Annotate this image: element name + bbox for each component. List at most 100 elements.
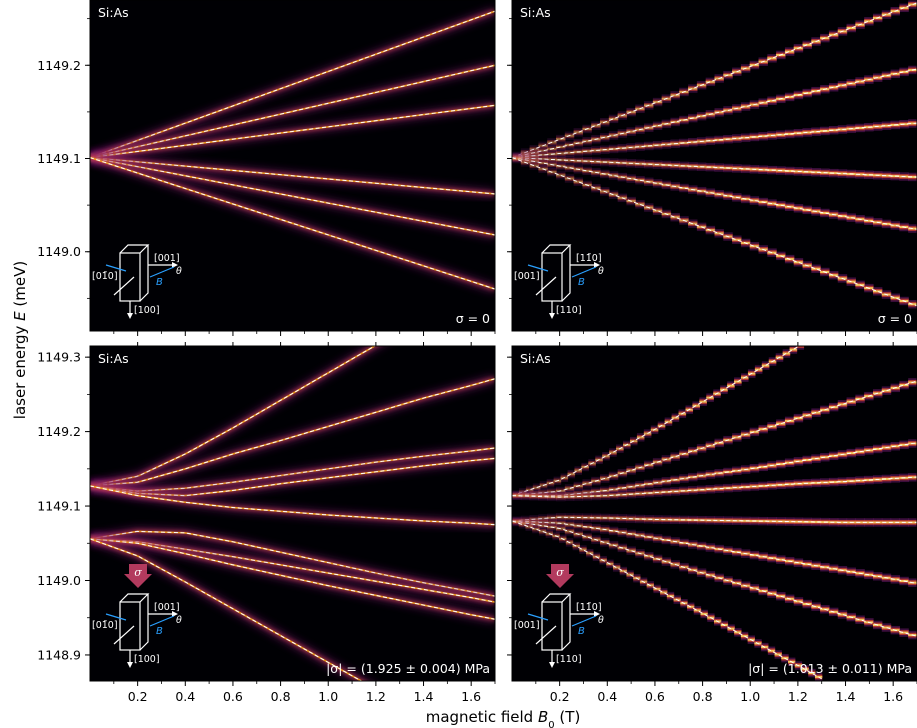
heat-bin-core — [828, 274, 839, 277]
heat-bin-core — [811, 520, 821, 523]
inset-field-symbol: B — [578, 277, 585, 288]
stress-annotation: σ = 0 — [878, 311, 912, 326]
heat-bin-mid — [512, 154, 522, 160]
heat-bin-core — [538, 153, 548, 156]
arrowhead-icon — [549, 313, 555, 319]
heat-bin-outer — [564, 513, 575, 522]
heat-bin-core — [714, 519, 724, 522]
heat-bin-core — [538, 521, 548, 524]
inset-angle-symbol: θ — [176, 266, 182, 277]
heat-bin-outer — [582, 479, 592, 488]
heat-bin-core — [784, 483, 795, 486]
heat-bin-core — [820, 211, 830, 214]
heat-bin-core — [567, 473, 576, 476]
heat-bin-core — [696, 190, 707, 193]
series-6 — [90, 527, 495, 600]
heat-bin-core — [696, 115, 707, 118]
heat-bin-outer — [803, 337, 811, 345]
heat-bin-core — [837, 403, 848, 406]
heat-bin-core — [688, 519, 698, 522]
heat-bin-core — [740, 167, 751, 170]
series-5 — [90, 154, 495, 239]
panel-frame — [511, 0, 917, 332]
heat-bin-outer — [512, 152, 522, 161]
heat-bin-core — [749, 199, 760, 202]
heat-bin-core — [626, 111, 636, 114]
heat-bin-mid — [564, 157, 575, 163]
heat-bin-core — [789, 348, 798, 351]
inset-angle-symbol: θ — [598, 615, 604, 626]
heat-bin-core — [714, 232, 724, 235]
heat-bin-core — [714, 138, 724, 141]
heat-bin-core — [705, 139, 716, 142]
heat-bin-core — [608, 494, 619, 497]
theory-line — [512, 346, 801, 497]
inset-field-symbol: B — [156, 277, 163, 288]
heat-bin-core — [811, 171, 821, 174]
heat-bin-mid — [574, 468, 582, 473]
theory-line — [512, 442, 917, 497]
heat-bin-core — [776, 558, 786, 561]
heat-bin-core — [512, 155, 522, 158]
heat-bin-core — [661, 143, 672, 146]
heat-bin-core — [635, 517, 645, 520]
heat-bin-core — [767, 649, 776, 652]
heat-bin-core — [864, 521, 874, 524]
heat-bin-outer — [532, 483, 541, 492]
heat-bin-core — [635, 162, 645, 165]
series-9 — [90, 535, 369, 681]
heat-bin-core — [626, 469, 636, 472]
heat-bin-mid — [512, 519, 522, 525]
heat-bin-mid — [532, 526, 540, 532]
heat-bin-outer — [591, 121, 601, 130]
heat-bin-core — [644, 463, 654, 466]
series-1 — [90, 346, 382, 490]
heat-bin-core — [899, 384, 909, 387]
heat-bin-core — [732, 469, 742, 472]
heat-bin-core — [600, 541, 610, 544]
heat-bin-core — [723, 194, 733, 197]
heat-bin-core — [767, 202, 777, 205]
heat-bin-core — [828, 33, 839, 36]
heatmap-traces — [512, 337, 917, 681]
heat-bin-mid — [538, 523, 548, 529]
heat-bin-core — [512, 156, 522, 159]
x-tick-label: 1.0 — [318, 689, 338, 704]
heat-bin-outer — [512, 491, 522, 500]
heat-bin-outer — [538, 521, 548, 530]
heat-bin-outer — [512, 516, 522, 526]
heat-bin-core — [705, 574, 716, 577]
heat-bin-core — [872, 575, 883, 578]
heat-bin-core — [679, 477, 689, 480]
heat-bin-core — [608, 193, 619, 196]
y-axis-title: laser energy E (meV) — [11, 261, 29, 419]
heat-bin-core — [802, 458, 812, 461]
panel-label: Si:As — [520, 351, 551, 366]
heat-bin-mid — [518, 489, 527, 495]
heat-bin-core — [855, 397, 865, 400]
x-tick-label: 1.2 — [788, 689, 808, 704]
x-tick-label: 1.4 — [414, 689, 434, 704]
heat-bin-core — [652, 209, 663, 212]
heat-bin-core — [617, 161, 628, 164]
heat-bin-core — [564, 523, 575, 526]
series-3 — [512, 439, 917, 500]
heat-bin-core — [808, 672, 816, 675]
heat-bin-core — [828, 454, 839, 457]
heat-bin-outer — [591, 487, 601, 496]
heat-bin-mid — [564, 165, 575, 171]
heat-bin-core — [881, 389, 892, 392]
axis-ticks: 1149.0 1149.1 1149.2 — [37, 18, 496, 336]
heat-bin-core — [802, 43, 812, 46]
heatmap-traces — [512, 0, 917, 309]
inset-angle-symbol: θ — [176, 615, 182, 626]
series-8 — [90, 535, 495, 623]
theory-line — [90, 10, 495, 159]
heat-bin-core — [564, 516, 575, 519]
heat-bin-core — [758, 484, 768, 487]
heat-bin-mid — [591, 123, 601, 129]
heat-bin-core — [661, 164, 672, 167]
heat-bin-core — [626, 549, 636, 552]
heat-bin-core — [732, 486, 742, 489]
theory-line — [90, 346, 376, 487]
